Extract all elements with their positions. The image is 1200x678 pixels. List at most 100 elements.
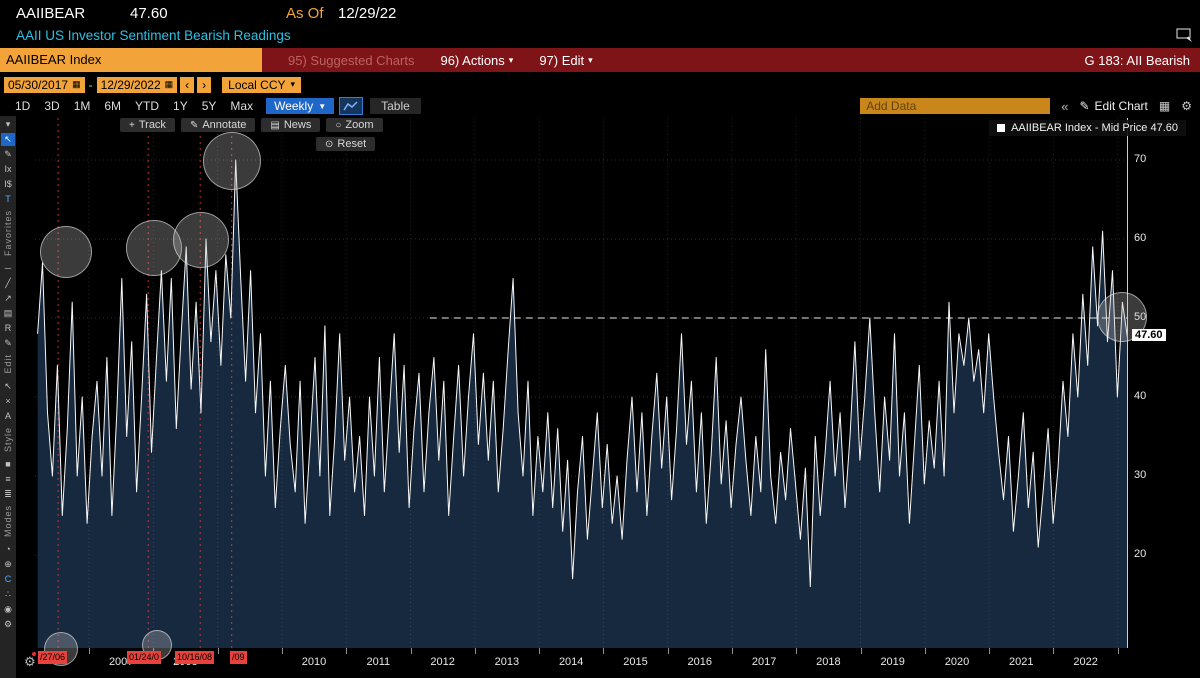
x-axis-tick <box>217 648 219 654</box>
annotation-circle[interactable] <box>39 225 92 278</box>
annotate-label: Annotate <box>202 119 247 131</box>
track-button[interactable]: + Track <box>120 118 175 132</box>
screen-share-icon[interactable] <box>1176 27 1194 43</box>
x-axis-tick <box>539 648 541 654</box>
interval-price-tool-icon[interactable]: I$ <box>4 179 12 189</box>
caret-down-icon: ▾ <box>508 54 514 65</box>
date-range-dash: - <box>88 77 93 92</box>
chart-settings-gear-icon[interactable]: ⚙ <box>1181 99 1192 113</box>
x-axis-label: 2019 <box>880 656 905 668</box>
alert-dot <box>31 652 36 656</box>
sidebar-section-favorites: Favorites <box>3 210 13 257</box>
x-axis-tick <box>346 648 348 654</box>
compare-mode-icon[interactable]: C <box>4 573 12 584</box>
table-tab[interactable]: Table <box>370 98 421 114</box>
range-5y[interactable]: 5Y <box>201 99 217 113</box>
subtitle-bar: AAII US Investor Sentiment Bearish Readi… <box>0 26 1200 48</box>
edit-chart-button[interactable]: ✎ Edit Chart <box>1079 99 1147 113</box>
settings-gear-icon[interactable]: ⚙ <box>24 652 36 670</box>
x-axis-label: 2012 <box>430 656 455 668</box>
menu-actions[interactable]: 96) Actions ▾ <box>440 53 513 68</box>
frequency-value: Weekly <box>274 99 314 113</box>
price-chart[interactable] <box>35 118 1128 648</box>
event-date-flag[interactable]: 10/16/08 <box>175 651 215 664</box>
y-axis-label: 60 <box>1134 232 1147 244</box>
chart-legend[interactable]: AAIIBEAR Index - Mid Price 47.60 <box>989 120 1186 136</box>
cursor-tool-icon[interactable]: ↖ <box>1 133 15 146</box>
add-data-input[interactable]: Add Data <box>860 98 1051 114</box>
zoom-button[interactable]: ○ Zoom <box>326 118 383 132</box>
x-axis-label: 2021 <box>1009 656 1034 668</box>
menu-suggested-charts[interactable]: 95) Suggested Charts <box>288 52 415 68</box>
chart-grid-icon[interactable]: ▦ <box>1158 99 1171 113</box>
x-axis-label: 2013 <box>494 656 520 668</box>
end-date-field[interactable]: 12/29/2022 ▦ <box>96 76 178 93</box>
pencil-tool-icon[interactable]: ✎ <box>4 149 12 159</box>
last-price: 47.60 <box>130 5 168 22</box>
chart-type-button[interactable] <box>339 97 364 115</box>
regression-tool-icon[interactable]: R <box>4 323 12 334</box>
layers-tool-icon[interactable]: ▤ <box>3 308 13 319</box>
line-style-icon[interactable]: ≡ <box>5 473 11 484</box>
range-ytd[interactable]: YTD <box>135 99 160 113</box>
x-axis-tick <box>731 648 733 654</box>
range-1d[interactable]: 1D <box>15 99 31 113</box>
draw-tool-icon[interactable]: ✎ <box>4 338 12 349</box>
range-3d[interactable]: 3D <box>44 99 60 113</box>
font-tool-icon[interactable]: A <box>4 410 11 421</box>
annotation-circle[interactable] <box>172 212 229 268</box>
magnifier-icon: ○ <box>335 119 342 131</box>
event-date-flag[interactable]: /09 <box>230 651 247 664</box>
end-date-value: 12/29/2022 <box>100 77 161 92</box>
reset-button[interactable]: ⊙ Reset <box>316 137 376 151</box>
menu-edit[interactable]: 97) Edit ▾ <box>539 53 592 68</box>
annotation-circle[interactable] <box>202 132 261 190</box>
palette-icon[interactable]: ◉ <box>4 603 12 614</box>
annotate-button[interactable]: ✎ Annotate <box>180 118 256 132</box>
interval-x-tool-icon[interactable]: Ix <box>4 164 12 174</box>
arrow-tool-icon[interactable]: ↗ <box>4 293 12 304</box>
calendar-icon: ▦ <box>164 79 174 89</box>
dots-mode-icon[interactable]: ∴ <box>5 588 11 599</box>
plus-icon: + <box>129 119 135 131</box>
caret-icon[interactable]: ▾ <box>5 119 11 129</box>
currency-dropdown[interactable]: Local CCY ▾ <box>222 76 302 93</box>
text-tool-icon[interactable]: T <box>5 194 11 204</box>
start-date-field[interactable]: 05/30/2017 ▦ <box>4 76 85 93</box>
caret-down-icon: ▾ <box>588 54 593 65</box>
security-header: AAIIBEAR 47.60 As Of 12/29/22 <box>0 0 1200 26</box>
x-axis-tick <box>281 648 283 654</box>
as-of-label: As Of <box>286 5 324 22</box>
fill-style-icon[interactable]: ■ <box>5 458 11 469</box>
sidebar-section-modes: Modes <box>3 504 13 537</box>
x-axis-label: 2011 <box>366 656 391 668</box>
y-axis-label: 20 <box>1134 548 1147 560</box>
range-max[interactable]: Max <box>230 99 254 113</box>
range-1y[interactable]: 1Y <box>173 99 188 113</box>
range-1m[interactable]: 1M <box>73 99 91 113</box>
hline-tool-icon[interactable]: ─ <box>4 263 12 274</box>
y-axis-label: 70 <box>1134 153 1147 165</box>
security-field[interactable]: AAIIBEAR Index <box>0 48 262 72</box>
news-button[interactable]: ▤ News <box>261 118 321 132</box>
delete-tool-icon[interactable]: × <box>5 395 11 406</box>
event-date-flag[interactable]: 01/24/0 <box>127 651 162 664</box>
trendline-tool-icon[interactable]: ╱ <box>5 278 11 289</box>
prev-period-button[interactable]: ‹ <box>180 76 195 93</box>
sidebar-section-style: Style <box>3 426 13 452</box>
pie-mode-icon[interactable]: ◔ <box>5 543 11 554</box>
y-axis-label: 40 <box>1134 390 1147 402</box>
collapse-panel-icon[interactable]: « <box>1061 98 1069 114</box>
date-range-bar: 05/30/2017 ▦ - 12/29/2022 ▦ ‹ › Local CC… <box>0 74 302 95</box>
frequency-dropdown[interactable]: Weekly ▼ <box>266 98 335 114</box>
select-tool-icon[interactable]: ↖ <box>4 380 12 391</box>
y-axis-label: 30 <box>1134 469 1147 481</box>
next-period-button[interactable]: › <box>197 76 212 93</box>
target-icon: ⊙ <box>325 138 334 150</box>
sidebar-gear-icon[interactable]: ⚙ <box>3 618 13 629</box>
event-date-flag[interactable]: /27/06 <box>38 651 68 664</box>
thickness-style-icon[interactable]: ≣ <box>4 488 12 499</box>
crosshair-mode-icon[interactable]: ⊕ <box>4 558 12 569</box>
range-6m[interactable]: 6M <box>104 99 122 113</box>
